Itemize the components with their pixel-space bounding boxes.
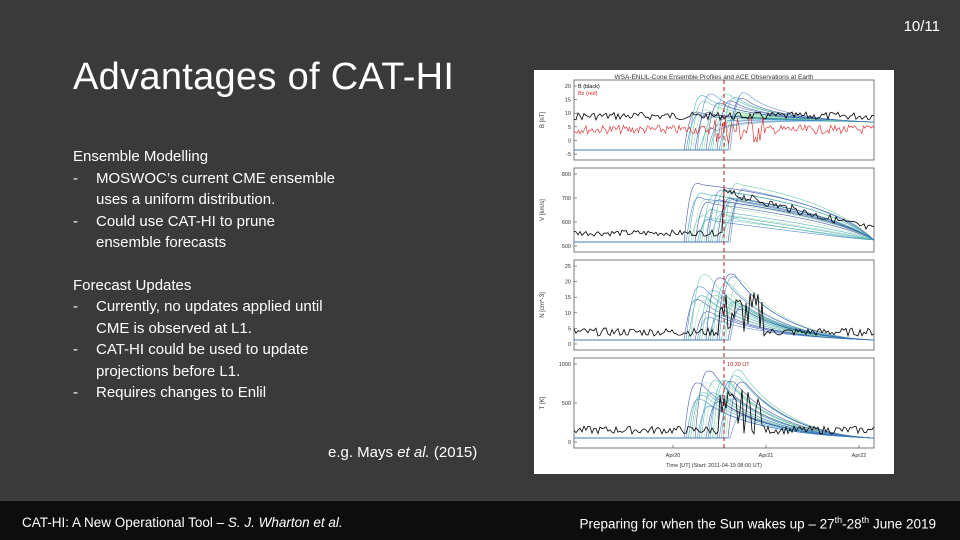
bullet-item: - CAT-HI could be used to update project… — [73, 339, 373, 382]
y-axis-label: T [K] — [540, 396, 546, 409]
forecast-updates-section: Forecast Updates - Currently, no updates… — [73, 275, 373, 404]
ensemble-curve — [574, 218, 875, 243]
ensemble-curve — [574, 381, 875, 439]
bullet-line: CAT-HI could be used to update — [96, 341, 309, 358]
ensemble-curve — [574, 183, 875, 243]
ensemble-plot: WSA-ENLIL-Cone Ensemble Profiles and ACE… — [540, 74, 875, 469]
x-tick-label: Apr20 — [666, 453, 681, 459]
bullet-line: Could use CAT-HI to prune — [96, 212, 275, 230]
citation-italic: et al. — [397, 444, 430, 461]
figure-title: WSA-ENLIL-Cone Ensemble Profiles and ACE… — [614, 74, 813, 81]
footer-right: Preparing for when the Sun wakes up – 27… — [579, 515, 936, 532]
bullet-line: uses a uniform distribution. — [96, 191, 276, 208]
y-tick-label: 1000 — [559, 362, 571, 368]
citation-suffix: (2015) — [429, 444, 478, 461]
ensemble-curve — [574, 192, 875, 243]
ensemble-curve — [574, 213, 875, 243]
bullet-marker: - — [73, 298, 78, 315]
bullet-line: ensemble forecasts — [96, 234, 227, 251]
ensemble-curve — [574, 201, 875, 243]
y-tick-label: 15 — [565, 98, 571, 104]
slide-title: Advantages of CAT-HI — [73, 56, 455, 98]
y-tick-label: 500 — [562, 244, 571, 250]
y-tick-label: 10 — [565, 311, 571, 317]
section-heading: Forecast Updates — [73, 276, 192, 294]
slide-number: 10/11 — [903, 18, 940, 35]
ensemble-curve — [574, 208, 875, 243]
ensemble-curve — [574, 415, 875, 439]
footer-sup: th — [861, 515, 870, 525]
time-marker-label: 10:30 UT — [727, 362, 750, 368]
ensemble-modelling-section: Ensemble Modelling - MOSWOC’s current CM… — [73, 146, 373, 254]
y-tick-label: -5 — [566, 152, 571, 158]
y-tick-label: 10 — [565, 111, 571, 117]
ensemble-curve — [574, 305, 875, 341]
y-tick-label: 0 — [568, 138, 571, 144]
footer-right-prefix: Preparing for when the Sun wakes up – 27 — [579, 516, 835, 532]
y-tick-label: 500 — [562, 401, 571, 407]
footer-right-mid: -28 — [842, 516, 862, 532]
bullet-marker: - — [73, 341, 78, 358]
bullet-line: Currently, no updates applied until — [96, 298, 323, 315]
footer-sup: th — [834, 515, 843, 525]
y-tick-label: 20 — [565, 280, 571, 286]
y-tick-label: 5 — [568, 125, 571, 131]
ensemble-curve — [574, 197, 875, 243]
ensemble-curve — [574, 282, 875, 341]
footer-left-prefix: CAT-HI: A New Operational Tool – — [22, 515, 228, 530]
ensemble-curve — [574, 92, 875, 151]
y-axis-label: V [km/s] — [540, 199, 546, 221]
y-tick-label: 800 — [562, 172, 571, 178]
bullet-item: - Requires changes to Enlil — [73, 382, 373, 404]
x-axis-label: Time [UT] (Start: 2011-04-19 08:00 UT) — [666, 463, 762, 469]
ensemble-curve — [574, 198, 875, 243]
bullet-line: CME is observed at L1. — [96, 319, 252, 337]
y-tick-label: 0 — [568, 440, 571, 446]
y-tick-label: 15 — [565, 295, 571, 301]
bullet-marker: - — [73, 212, 78, 230]
ensemble-curve — [574, 188, 875, 243]
ensemble-curve — [574, 378, 875, 439]
citation-prefix: e.g. Mays — [328, 444, 398, 461]
y-tick-label: 700 — [562, 196, 571, 202]
y-axis-label: B [nT] — [540, 112, 546, 128]
ensemble-curve — [574, 111, 875, 151]
y-tick-label: 25 — [565, 264, 571, 270]
section-heading: Ensemble Modelling — [73, 148, 209, 165]
bullet-item: - Currently, no updates applied until CM… — [73, 296, 373, 339]
ensemble-curve — [574, 308, 875, 341]
ensemble-curve — [574, 200, 875, 243]
observed-trace — [573, 292, 875, 338]
ensemble-curve — [574, 217, 875, 243]
bullet-line: Requires changes to Enlil — [96, 384, 267, 401]
footer-left: CAT-HI: A New Operational Tool – S. J. W… — [22, 515, 343, 530]
y-tick-label: 600 — [562, 220, 571, 226]
footer-authors: S. J. Wharton et al. — [227, 515, 343, 530]
y-tick-label: 20 — [565, 84, 571, 90]
x-tick-label: Apr21 — [759, 453, 774, 459]
ensemble-curve — [574, 316, 875, 341]
bullet-marker: - — [73, 169, 78, 187]
y-tick-label: 0 — [568, 342, 571, 348]
legend-label: B (black) — [578, 84, 600, 90]
citation: e.g. Mays et al. (2015) — [328, 444, 477, 461]
footer-bar: CAT-HI: A New Operational Tool – S. J. W… — [0, 501, 960, 540]
ensemble-curve — [574, 206, 875, 243]
y-tick-label: 5 — [568, 326, 571, 332]
bullet-item: - MOSWOC’s current CME ensemble uses a u… — [73, 168, 373, 211]
bullet-item: - Could use CAT-HI to prune ensemble for… — [73, 211, 373, 254]
ensemble-curve — [574, 212, 875, 243]
ensemble-profiles-figure: WSA-ENLIL-Cone Ensemble Profiles and ACE… — [534, 70, 894, 474]
legend-label: Bz (red) — [578, 91, 598, 97]
bullet-line: projections before L1. — [96, 362, 241, 380]
ensemble-curve — [574, 395, 875, 439]
body-text: Ensemble Modelling - MOSWOC’s current CM… — [73, 146, 373, 404]
x-tick-label: Apr22 — [852, 453, 867, 459]
y-axis-label: N [cm^-3] — [540, 292, 546, 318]
bullet-marker: - — [73, 384, 78, 401]
footer-right-suffix: June 2019 — [869, 516, 936, 532]
bullet-line: MOSWOC’s current CME ensemble — [96, 169, 335, 187]
